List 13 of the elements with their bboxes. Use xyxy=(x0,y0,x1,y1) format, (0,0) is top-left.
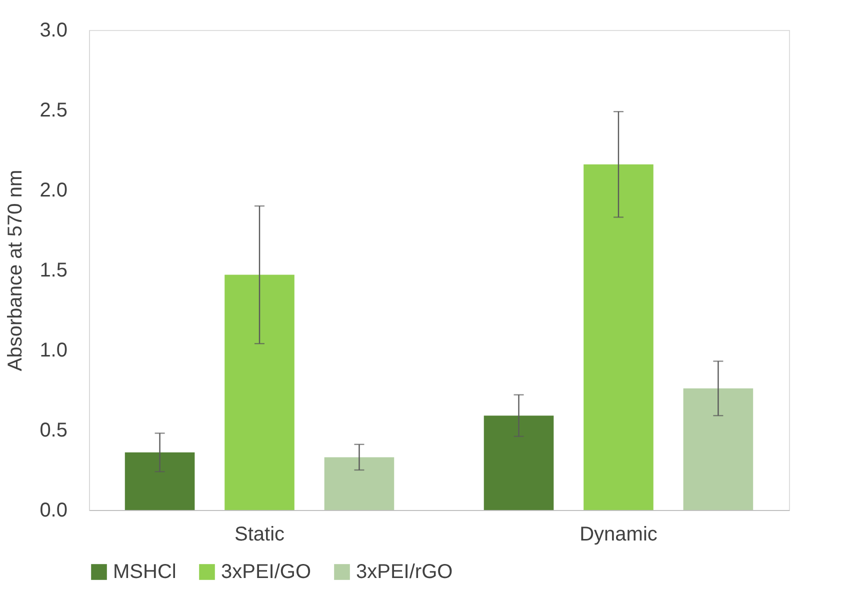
legend-label: 3xPEI/GO xyxy=(221,561,312,583)
y-tick-label: 3.0 xyxy=(40,20,68,42)
x-tick-label: Dynamic xyxy=(580,524,658,546)
x-tick-label: Static xyxy=(234,524,285,546)
legend-label: MSHCl xyxy=(113,561,176,583)
y-tick-label: 1.5 xyxy=(40,260,68,282)
y-tick-label: 0.5 xyxy=(40,420,68,442)
y-tick-label: 2.5 xyxy=(40,100,68,122)
legend-label: 3xPEI/rGO xyxy=(356,561,453,583)
y-tick-label: 1.0 xyxy=(40,340,68,362)
y-tick-label: 2.0 xyxy=(40,180,68,202)
y-tick-label: 0.0 xyxy=(40,500,68,522)
y-axis-title: Absorbance at 570 nm xyxy=(4,170,27,372)
